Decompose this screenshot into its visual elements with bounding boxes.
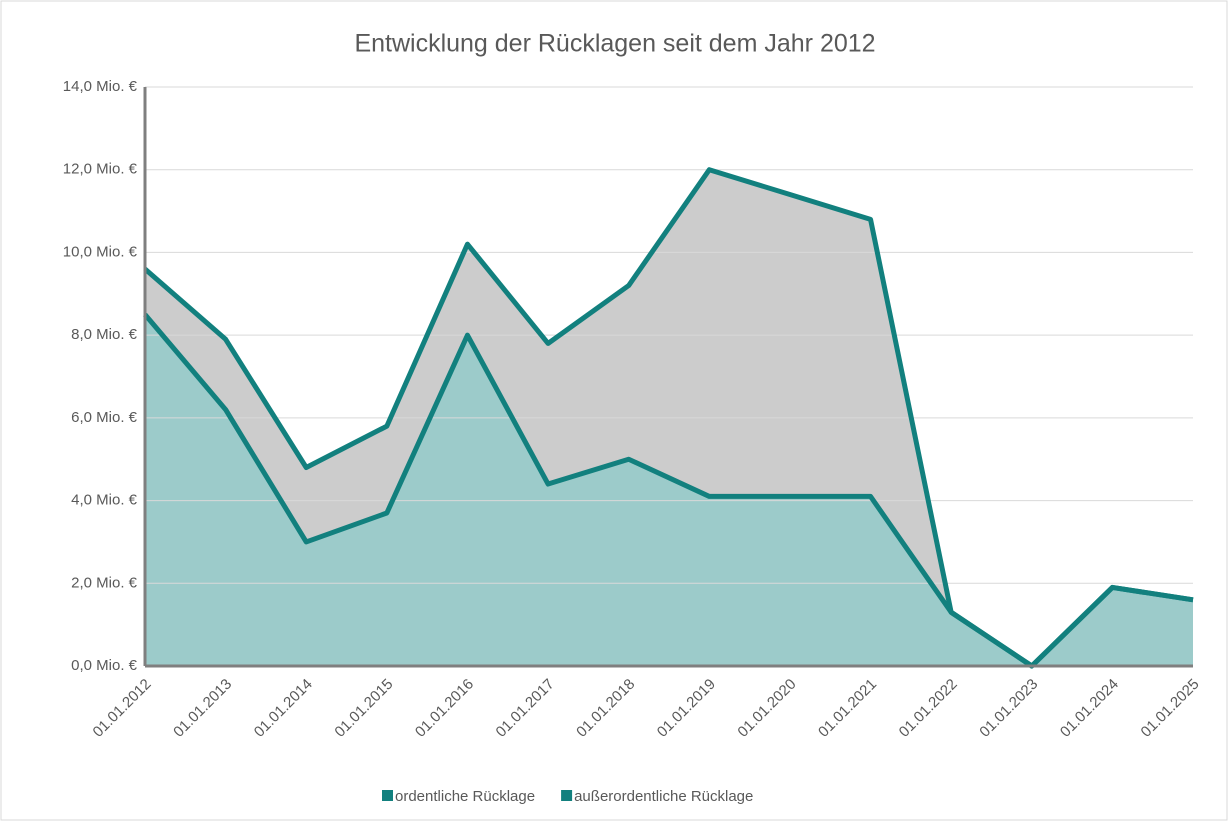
legend-marker (382, 790, 393, 801)
series-line (143, 167, 1194, 669)
chart-title: Entwicklung der Rücklagen seit dem Jahr … (354, 30, 875, 58)
legend-label: ordentliche Rücklage (395, 788, 535, 805)
legend: ordentliche Rücklage außerordentliche Rüc… (382, 788, 753, 805)
y-tick-label: 0,0 Mio. € (71, 657, 138, 674)
y-tick-label: 2,0 Mio. € (71, 574, 138, 591)
y-tick-label: 10,0 Mio. € (63, 243, 138, 260)
legend-label: außerordentliche Rücklage (574, 788, 753, 805)
y-tick-label: 14,0 Mio. € (63, 78, 138, 95)
y-tick-label: 8,0 Mio. € (71, 326, 138, 343)
y-tick-label: 6,0 Mio. € (71, 409, 138, 426)
y-tick-label: 4,0 Mio. € (71, 492, 138, 509)
y-tick-label: 12,0 Mio. € (63, 161, 138, 178)
area (145, 314, 1193, 666)
legend-marker (561, 790, 573, 801)
